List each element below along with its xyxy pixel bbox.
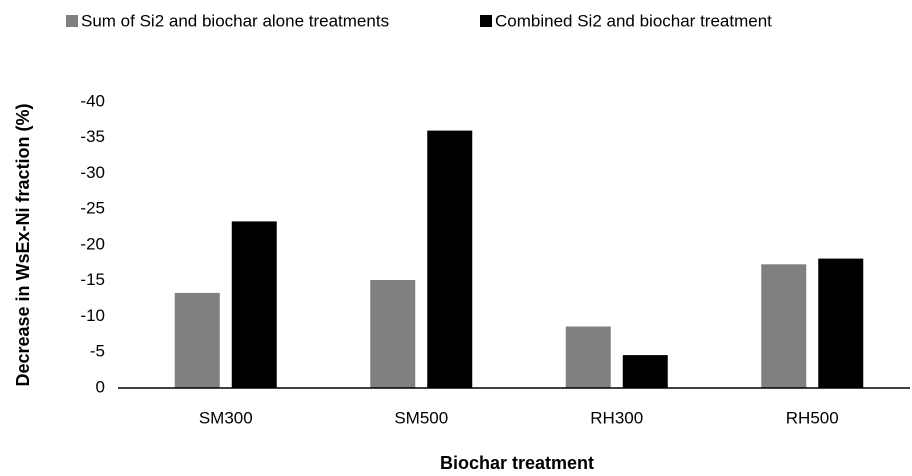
y-tick-label: -10 — [80, 306, 105, 325]
y-tick-label: -20 — [80, 234, 105, 253]
x-tick-label: SM300 — [199, 408, 253, 427]
x-tick-label: RH300 — [590, 408, 643, 427]
bar — [427, 130, 473, 388]
y-tick-label: -5 — [90, 342, 105, 361]
legend-label: Sum of Si2 and biochar alone treatments — [81, 11, 389, 30]
legend-swatch — [480, 15, 492, 27]
bar — [370, 280, 416, 388]
y-tick-label: -35 — [80, 127, 105, 146]
bar — [761, 264, 807, 388]
x-axis-title: Biochar treatment — [440, 453, 594, 473]
y-tick-label: 0 — [96, 377, 105, 396]
y-tick-label: -30 — [80, 163, 105, 182]
bar — [231, 221, 277, 388]
bar — [818, 258, 864, 388]
x-tick-label: SM500 — [394, 408, 448, 427]
y-tick-label: -15 — [80, 270, 105, 289]
bar — [565, 326, 611, 388]
legend-swatch — [66, 15, 78, 27]
x-tick-label: RH500 — [786, 408, 839, 427]
y-tick-label: -40 — [80, 91, 105, 110]
y-tick-label: -25 — [80, 199, 105, 218]
y-axis-title: Decrease in WsEx-Ni fraction (%) — [13, 103, 33, 386]
legend-label: Combined Si2 and biochar treatment — [495, 11, 772, 30]
bar — [174, 292, 220, 388]
bar — [622, 355, 668, 388]
